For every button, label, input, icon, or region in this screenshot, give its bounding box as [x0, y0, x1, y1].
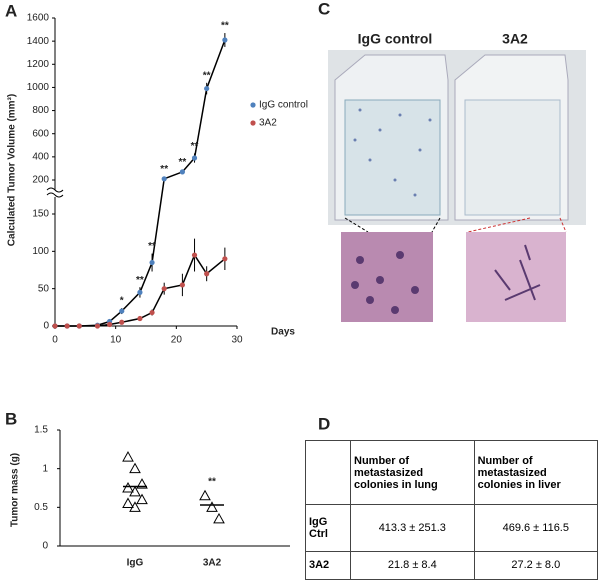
panel-label: C — [318, 0, 330, 18]
data-point — [149, 309, 155, 316]
significance: ** — [208, 476, 216, 487]
y-tick-label: 0 — [43, 321, 49, 332]
data-point — [122, 497, 134, 508]
panel-label: A — [5, 1, 17, 20]
data-point — [179, 282, 185, 288]
data-point — [64, 323, 70, 329]
y-tick-label: 0.5 — [34, 502, 48, 513]
x-tick-label: 0 — [52, 335, 58, 346]
flask-photos — [328, 50, 586, 322]
photo-label: 3A2 — [502, 31, 528, 47]
row-header: IgG Ctrl — [305, 504, 351, 552]
data-point — [206, 501, 218, 512]
y-tick-label: 1 — [42, 463, 48, 474]
data-point — [119, 319, 125, 325]
significance: ** — [148, 241, 156, 252]
y-tick-label: 1600 — [27, 13, 50, 24]
data-point — [136, 493, 148, 505]
data-point — [107, 321, 113, 328]
data-point — [161, 286, 167, 292]
y-tick-label: 200 — [32, 175, 49, 186]
y-tick-label: 50 — [38, 283, 50, 294]
data-point — [222, 37, 228, 43]
x-tick-label: 10 — [110, 335, 122, 346]
significance: ** — [191, 141, 199, 152]
axis-break — [46, 187, 64, 198]
y-tick-label: 0 — [42, 541, 48, 552]
y-tick-label: 600 — [32, 128, 49, 139]
y-tick-label: 100 — [32, 246, 49, 257]
data-point — [191, 155, 198, 161]
legend-label: IgG control — [259, 100, 308, 111]
x-axis-label: Days — [271, 327, 295, 338]
data-point — [204, 85, 210, 92]
y-tick-label: 1000 — [27, 82, 50, 93]
legend-marker — [250, 102, 256, 108]
column-header: Number of metastasized colonies in lung — [350, 439, 475, 506]
row-header: 3A2 — [305, 550, 351, 581]
y-axis-label: Calculated Tumor Volume (mm³) — [7, 94, 18, 246]
significance: ** — [179, 157, 187, 168]
cell: 413.3 ± 251.3 — [350, 504, 475, 552]
significance: ** — [136, 275, 144, 286]
cell: 27.2 ± 8.0 — [473, 550, 599, 581]
data-table: Number of metastasized colonies in lung … — [305, 439, 599, 581]
data-point — [149, 259, 155, 266]
significance: ** — [203, 70, 211, 81]
significance: * — [120, 296, 124, 307]
data-point — [52, 323, 58, 329]
data-point — [161, 176, 167, 182]
data-point — [129, 462, 141, 474]
data-point — [119, 308, 125, 314]
data-point — [204, 271, 210, 277]
data-point — [179, 169, 185, 175]
panel-label: B — [5, 409, 17, 428]
data-point — [136, 478, 148, 489]
data-point — [122, 481, 134, 493]
y-tick-label: 400 — [32, 151, 49, 162]
y-tick-label: 150 — [32, 209, 49, 220]
data-point — [191, 252, 198, 258]
data-point — [76, 323, 82, 329]
significance: ** — [160, 164, 168, 175]
legend-marker — [250, 120, 256, 126]
x-tick-label: IgG — [127, 558, 144, 569]
x-tick-label: 20 — [171, 335, 183, 346]
x-tick-label: 30 — [231, 335, 243, 346]
cell: 21.8 ± 8.4 — [350, 550, 475, 581]
data-point — [122, 451, 134, 462]
x-tick-label: 3A2 — [203, 558, 222, 569]
panel-label: D — [318, 414, 330, 433]
data-point — [213, 512, 225, 524]
data-point — [137, 315, 143, 322]
significance: ** — [221, 21, 229, 32]
cell: 469.6 ± 116.5 — [473, 504, 599, 552]
y-axis-label: Tumor mass (g) — [10, 453, 21, 527]
y-tick-label: 1200 — [27, 59, 50, 70]
data-point — [199, 489, 211, 501]
y-tick-label: 800 — [32, 105, 49, 116]
y-tick-label: 1.5 — [34, 425, 48, 436]
data-point — [129, 501, 141, 512]
y-tick-label: 1400 — [27, 36, 50, 47]
data-point — [94, 323, 101, 329]
legend-label: 3A2 — [259, 118, 277, 129]
data-point — [129, 485, 141, 497]
photo-label: IgG control — [358, 31, 433, 47]
empty-cell — [305, 439, 351, 506]
data-point — [222, 256, 228, 262]
column-header: Number of metastasized colonies in liver — [473, 439, 599, 506]
data-point — [137, 289, 143, 295]
